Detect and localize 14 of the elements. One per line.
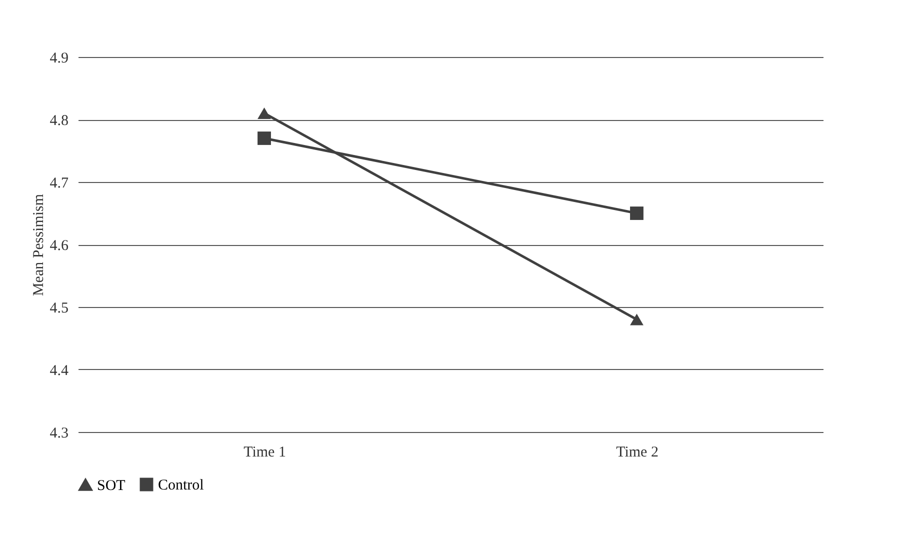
legend-label: SOT xyxy=(97,478,126,494)
y-axis-title: Mean Pessimism xyxy=(30,194,47,296)
y-tick-label: 4.4 xyxy=(50,363,69,379)
point xyxy=(258,132,271,145)
y-tick-label: 4.3 xyxy=(50,426,68,442)
y-tick-label: 4.7 xyxy=(50,176,69,192)
point xyxy=(630,206,644,220)
x-tick-label: Time 1 xyxy=(244,444,286,460)
y-tick-label: 4.5 xyxy=(50,300,68,316)
y-tick-label: 4.6 xyxy=(50,238,69,254)
y-tick-label: 4.8 xyxy=(50,113,68,129)
y-tick-label: 4.9 xyxy=(50,50,68,66)
legend-label: Control xyxy=(158,478,204,494)
x-tick-label: Time 2 xyxy=(616,444,658,460)
